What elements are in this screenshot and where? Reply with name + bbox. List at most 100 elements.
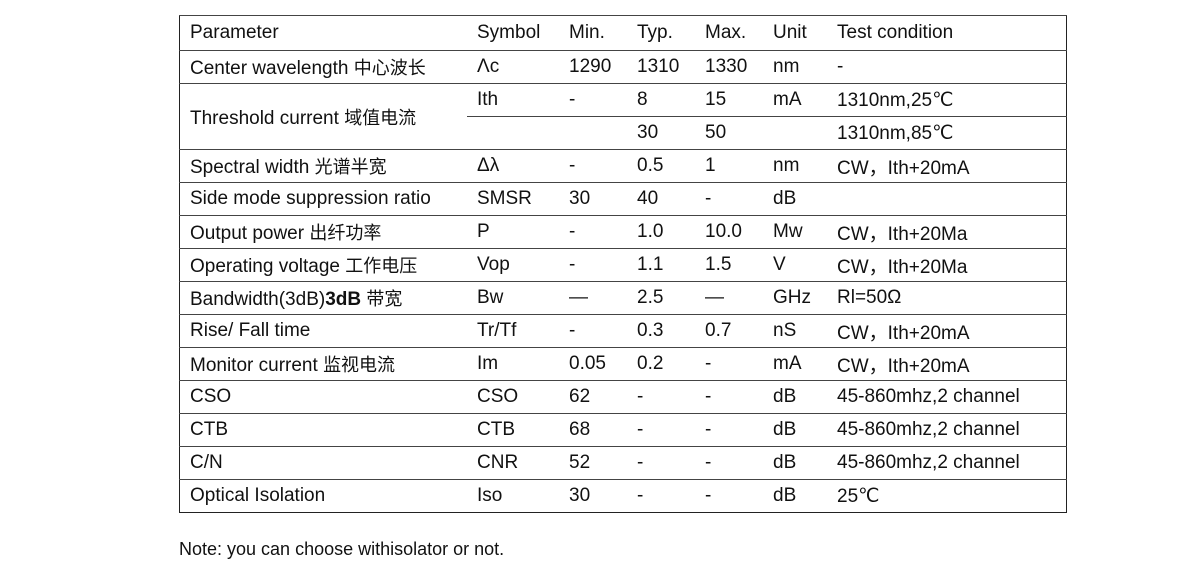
symbol-cell: Im — [467, 347, 559, 381]
max-cell: - — [695, 347, 763, 381]
symbol-cell: SMSR — [467, 182, 559, 216]
param-cell: Threshold current 域值电流 — [179, 83, 467, 150]
min-cell: 62 — [559, 380, 627, 414]
header-cell: Unit — [763, 15, 827, 51]
symbol-cell: Iso — [467, 479, 559, 513]
param-zh: 光谱半宽 — [314, 157, 387, 178]
header-row: Parameter Symbol Min. Typ. Max. Unit Tes… — [179, 15, 1067, 51]
spec-table: Parameter Symbol Min. Typ. Max. Unit Tes… — [179, 15, 1067, 513]
cond-cell — [827, 182, 1067, 216]
param-cell: CTB — [179, 413, 467, 447]
cond-cell: 25℃ — [827, 479, 1067, 513]
unit-cell: nm — [763, 50, 827, 84]
param-cell: Spectral width 光谱半宽 — [179, 149, 467, 183]
table-row: Spectral width 光谱半宽 Δλ -0.5 1 nm CW，Ith+20mA — [179, 149, 1067, 183]
min-cell — [559, 116, 627, 150]
param-cell: Rise/ Fall time — [179, 314, 467, 348]
symbol-cell: Vop — [467, 248, 559, 282]
header-cell: Max. — [695, 15, 763, 51]
min-cell: - — [559, 314, 627, 348]
table-row: CTB CTB 68- - dB 45-860mhz,2 channel — [179, 413, 1067, 447]
symbol-cell: Bw — [467, 281, 559, 315]
param-bold: 3dB — [325, 289, 362, 310]
min-cell: 1290 — [559, 50, 627, 84]
table-row: CSO CSO 62- - dB 45-860mhz,2 channel — [179, 380, 1067, 414]
cond-cell: 45-860mhz,2 channel — [827, 413, 1067, 447]
unit-cell: dB — [763, 413, 827, 447]
param-en: CTB — [190, 419, 228, 440]
min-cell: - — [559, 215, 627, 249]
typ-cell: 0.5 — [627, 149, 695, 183]
unit-cell: mA — [763, 347, 827, 381]
max-cell: - — [695, 182, 763, 216]
table-row: Bandwidth(3dB)3dB 带宽 Bw — 2.5— GHz Rl=50Ω — [179, 281, 1067, 315]
symbol-cell: Λc — [467, 50, 559, 84]
cond-cell: 1310nm,25℃ — [827, 83, 1067, 117]
max-cell: 1 — [695, 149, 763, 183]
table-row: C/N CNR 52- - dB 45-860mhz,2 channel — [179, 446, 1067, 480]
table-row: Monitor current 监视电流 Im 0.05 0.2- mA CW，Ith+2… — [179, 347, 1067, 381]
param-en: Threshold current — [190, 107, 339, 129]
table-row: 30 50 1310nm,85℃ — [180, 116, 1067, 150]
cond-cell: CW，Ith+20mA — [827, 347, 1067, 381]
symbol-cell: CSO — [467, 380, 559, 414]
symbol-cell: CNR — [467, 446, 559, 480]
cond-cell: - — [827, 50, 1067, 84]
unit-cell: Mw — [763, 215, 827, 249]
param-zh: 中心波长 — [353, 58, 426, 79]
param-cell: C/N — [179, 446, 467, 480]
typ-cell: 0.3 — [627, 314, 695, 348]
typ-cell: 2.5 — [627, 281, 695, 315]
max-cell: 0.7 — [695, 314, 763, 348]
symbol-cell: Δλ — [467, 149, 559, 183]
typ-cell: 1.0 — [627, 215, 695, 249]
param-en: Output power — [190, 223, 305, 244]
table-row: Side mode suppression ratio SMSR 30 40- dB — [179, 182, 1067, 216]
min-cell: — — [559, 281, 627, 315]
cond-cell: Rl=50Ω — [827, 281, 1067, 315]
param-zh: 域值电流 — [344, 107, 417, 129]
param-cell: CSO — [179, 380, 467, 414]
typ-cell: 30 — [627, 116, 695, 150]
unit-cell: dB — [763, 380, 827, 414]
param-zh: 监视电流 — [323, 355, 396, 376]
max-cell: - — [695, 380, 763, 414]
table-row: Center wavelength 中心波长 Λc 1290 1310 1330 nm - — [179, 50, 1067, 84]
min-cell: - — [559, 149, 627, 183]
param-en: Rise/ Fall time — [190, 320, 311, 341]
typ-cell: - — [627, 479, 695, 513]
param-en: CSO — [190, 386, 232, 407]
max-cell: - — [695, 479, 763, 513]
unit-cell: mA — [763, 83, 827, 117]
cond-cell: 45-860mhz,2 channel — [827, 446, 1067, 480]
table-row: Threshold current 域值电流 Ith -8 15 mA 1310nm,25… — [179, 83, 1067, 150]
max-cell: 1330 — [695, 50, 763, 84]
header-cell: Test condition — [827, 15, 1067, 51]
param-zh: 工作电压 — [345, 256, 418, 277]
typ-cell: 1.1 — [627, 248, 695, 282]
param-en: Optical Isolation — [190, 485, 326, 506]
param-cell: Output power 出纤功率 — [179, 215, 467, 249]
min-cell: 52 — [559, 446, 627, 480]
max-cell: 10.0 — [695, 215, 763, 249]
param-en: Monitor current — [190, 355, 318, 376]
min-cell: 30 — [559, 182, 627, 216]
unit-cell: dB — [763, 446, 827, 480]
header-cell: Min. — [559, 15, 627, 51]
typ-cell: - — [627, 446, 695, 480]
param-en: C/N — [190, 452, 223, 473]
unit-cell: GHz — [763, 281, 827, 315]
param-en: Center wavelength — [190, 58, 349, 79]
table-row: Output power 出纤功率 P -1.0 10.0 Mw CW，Ith+20Ma — [179, 215, 1067, 249]
cond-cell: 1310nm,85℃ — [827, 116, 1067, 150]
param-zh: 带宽 — [366, 289, 403, 310]
unit-cell — [763, 116, 827, 150]
typ-cell: 0.2 — [627, 347, 695, 381]
unit-cell: nS — [763, 314, 827, 348]
header-cell: Parameter — [179, 15, 467, 51]
note-text: Note: you can choose withisolator or not… — [179, 539, 505, 559]
header-cell: Typ. — [627, 15, 695, 51]
param-en: Spectral width — [190, 157, 310, 178]
param-cell: Optical Isolation — [179, 479, 467, 513]
symbol-cell: Ith — [467, 83, 559, 117]
